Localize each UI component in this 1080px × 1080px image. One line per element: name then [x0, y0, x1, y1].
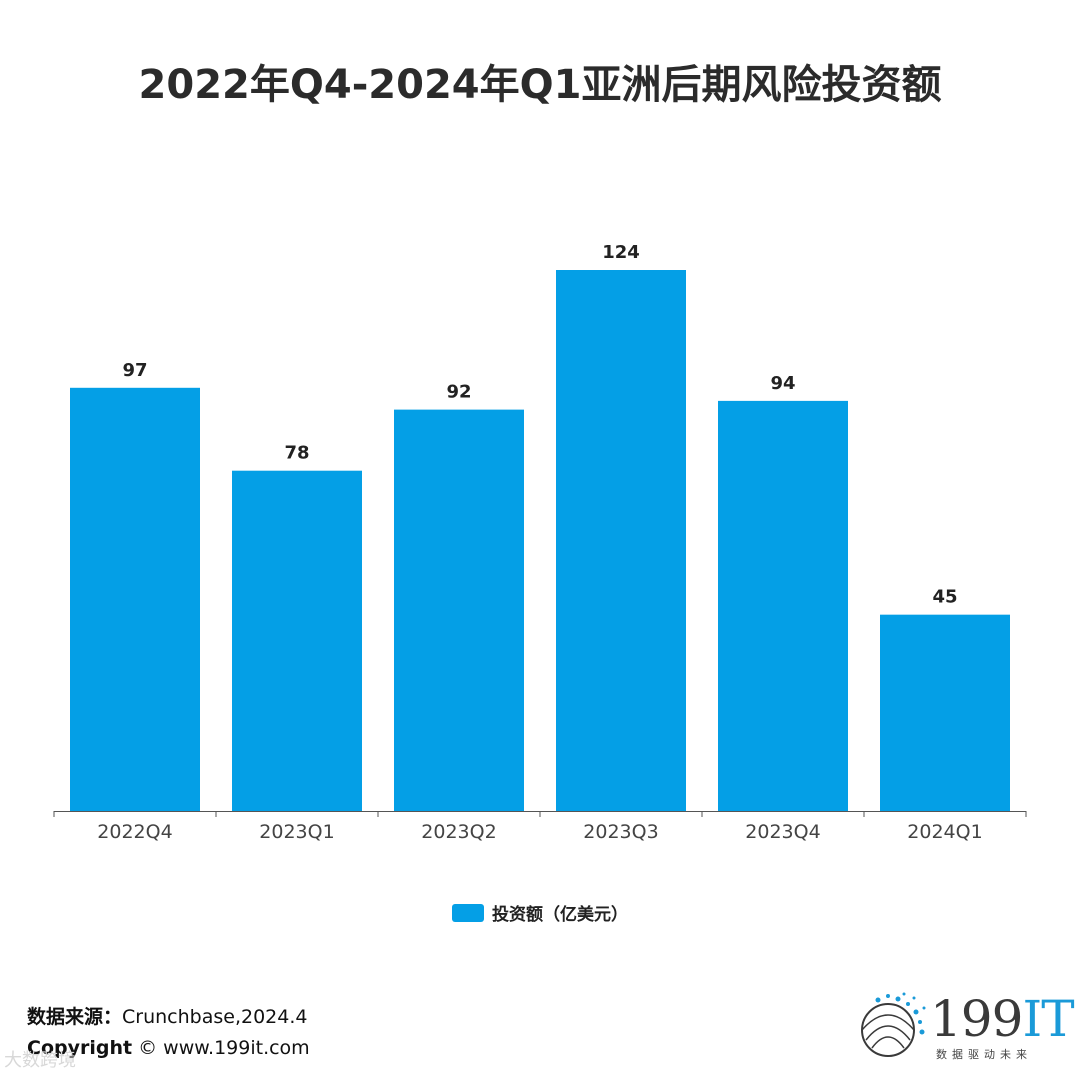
x-tick-label: 2023Q1	[259, 821, 334, 843]
copyright-value: © www.199it.com	[138, 1037, 310, 1059]
logo-199it: 199IT 数据驱动未来	[848, 990, 1075, 1065]
bar-2023Q4	[718, 400, 848, 811]
data-source: 数据来源：Crunchbase,2024.4	[27, 1002, 307, 1029]
logo-tagline: 数据驱动未来	[936, 1048, 1032, 1061]
x-axis: 2022Q4 2023Q1 2023Q2 2023Q3 2023Q4 2024Q1	[53, 811, 1027, 843]
logo-dots-icon	[861, 992, 926, 1057]
bar-2023Q3	[556, 270, 686, 811]
bar-series: 97 78 92 124 94 45	[70, 242, 1010, 811]
data-label: 97	[122, 360, 147, 381]
x-tick-label: 2023Q3	[583, 821, 658, 843]
data-label: 92	[446, 382, 471, 403]
copyright: Copyright © www.199it.com	[27, 1037, 310, 1059]
data-label: 94	[770, 373, 795, 394]
bar-2022Q4	[70, 387, 200, 811]
legend-swatch	[452, 903, 484, 922]
watermark: 大数跨境	[4, 1050, 76, 1071]
x-tick-label: 2023Q4	[745, 821, 820, 843]
bar-2023Q2	[394, 409, 524, 811]
x-tick-label: 2024Q1	[907, 821, 982, 843]
chart-title: 2022年Q4-2024年Q1亚洲后期风险投资额	[138, 62, 942, 108]
legend: 投资额（亿美元）	[0, 900, 1080, 925]
bar-2023Q1	[232, 470, 362, 811]
data-label: 78	[284, 443, 309, 464]
legend-label: 投资额（亿美元）	[492, 905, 628, 925]
source-label: 数据来源：	[27, 1006, 123, 1028]
copyright-label: Copyright	[27, 1037, 133, 1059]
logo-text: 199IT	[930, 990, 1075, 1048]
bar-2024Q1	[880, 614, 1010, 811]
source-value: Crunchbase,2024.4	[122, 1006, 308, 1028]
x-tick-label: 2022Q4	[97, 821, 172, 843]
x-tick-label: 2023Q2	[421, 821, 496, 843]
data-label: 124	[602, 242, 640, 263]
data-label: 45	[932, 587, 957, 608]
